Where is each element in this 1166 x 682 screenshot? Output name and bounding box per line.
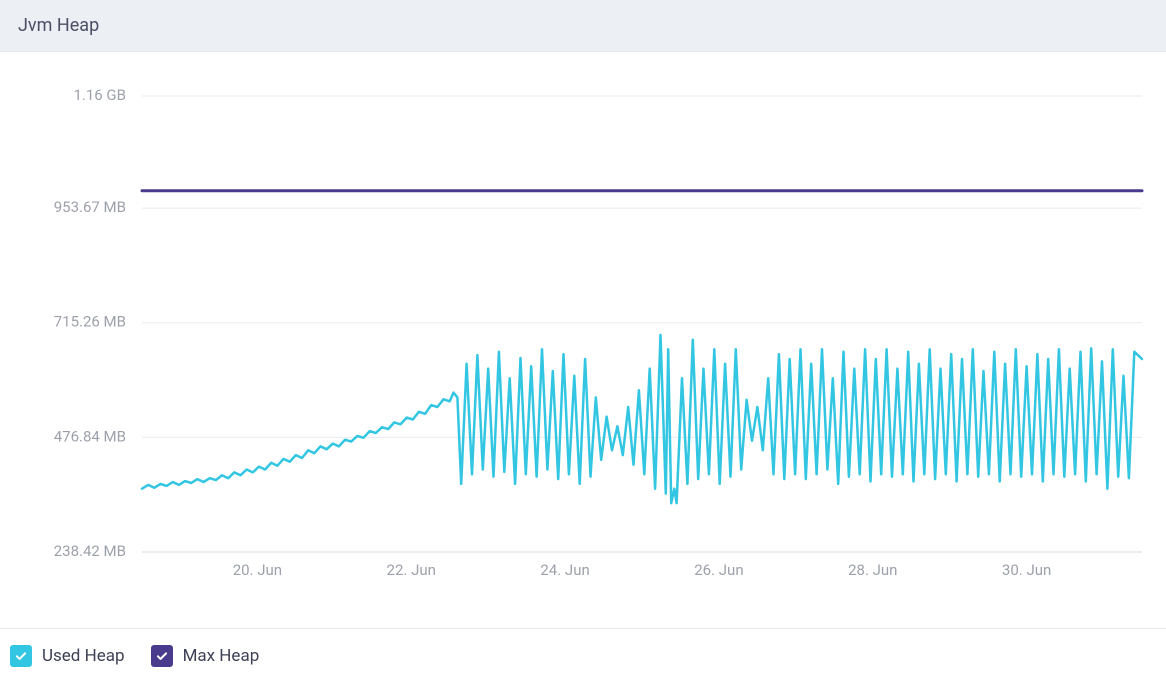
legend-label: Max Heap xyxy=(183,646,260,666)
jvm-heap-chart[interactable]: 238.42 MB 476.84 MB 715.26 MB 953.67 MB 1.16… xyxy=(14,80,1152,600)
check-icon xyxy=(155,649,169,663)
legend-label: Used Heap xyxy=(42,646,125,666)
legend-item-max_heap[interactable]: Max Heap xyxy=(151,645,260,667)
series-used_heap[interactable] xyxy=(142,335,1142,503)
chart-legend: Used Heap Max Heap xyxy=(0,628,1166,682)
x-axis-tick-label: 30. Jun xyxy=(1002,561,1051,579)
y-axis-tick-label: 953.67 MB xyxy=(54,198,126,216)
x-axis-tick-label: 28. Jun xyxy=(848,561,897,579)
check-icon xyxy=(14,649,28,663)
jvm-heap-panel: Jvm Heap 238.42 MB 476.84 MB 715.26 MB 953.… xyxy=(0,0,1166,682)
legend-checkbox[interactable] xyxy=(151,645,173,667)
x-axis-tick-label: 22. Jun xyxy=(387,561,436,579)
y-axis-tick-label: 476.84 MB xyxy=(54,427,126,445)
y-axis-tick-label: 715.26 MB xyxy=(54,313,126,331)
y-axis-tick-label: 238.42 MB xyxy=(54,542,126,560)
y-axis-tick-label: 1.16 GB xyxy=(73,86,126,104)
legend-checkbox[interactable] xyxy=(10,645,32,667)
chart-area: 238.42 MB 476.84 MB 715.26 MB 953.67 MB 1.16… xyxy=(0,52,1166,628)
panel-title: Jvm Heap xyxy=(18,15,99,36)
x-axis-tick-label: 24. Jun xyxy=(540,561,589,579)
x-axis-tick-label: 20. Jun xyxy=(233,561,282,579)
x-axis-tick-label: 26. Jun xyxy=(694,561,743,579)
legend-item-used_heap[interactable]: Used Heap xyxy=(10,645,125,667)
panel-header: Jvm Heap xyxy=(0,0,1166,52)
